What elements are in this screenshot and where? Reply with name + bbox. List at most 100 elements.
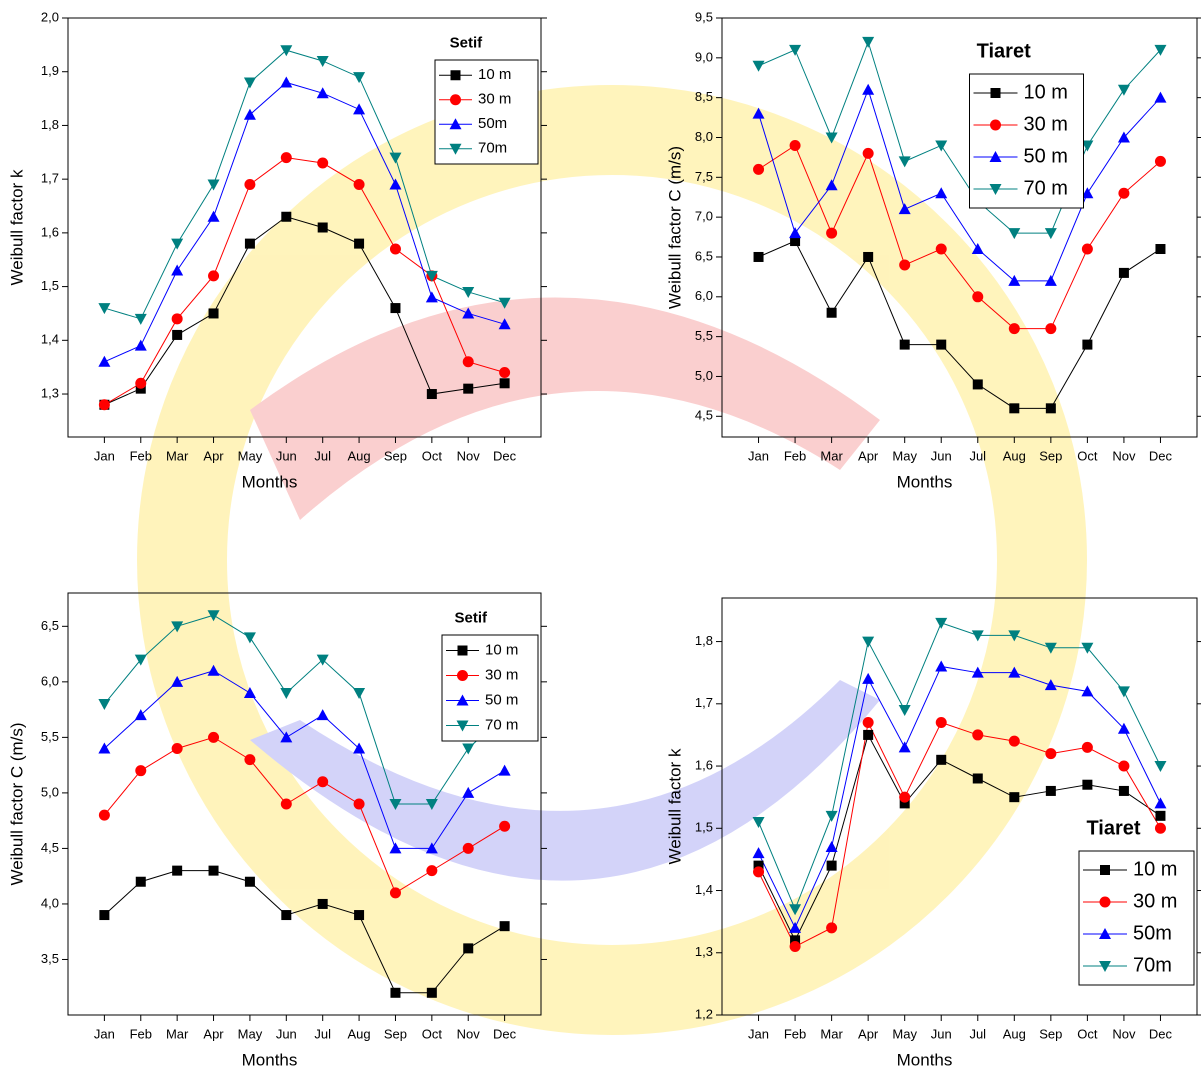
marker-square — [318, 899, 328, 909]
marker-square — [354, 910, 364, 920]
marker-circle — [863, 717, 874, 728]
marker-square — [451, 70, 461, 80]
legend-label: 70m — [1133, 954, 1172, 976]
marker-triangle-down — [244, 77, 256, 88]
marker-circle — [390, 887, 401, 898]
marker-triangle-down — [98, 303, 110, 314]
marker-circle — [899, 792, 910, 803]
marker-square — [209, 308, 219, 318]
x-tick-label: Oct — [1077, 1026, 1098, 1041]
x-tick-label: Oct — [422, 1026, 443, 1041]
marker-triangle-up — [899, 741, 911, 752]
marker-triangle-up — [280, 76, 292, 87]
x-tick-label: Nov — [1112, 1026, 1136, 1041]
marker-triangle-up — [753, 847, 765, 858]
marker-square — [427, 389, 437, 399]
marker-circle — [899, 259, 910, 270]
marker-triangle-up — [208, 211, 220, 222]
marker-triangle-down — [753, 61, 765, 72]
marker-square — [973, 773, 983, 783]
x-tick-label: Jan — [94, 1026, 115, 1041]
y-tick-label: 1,8 — [41, 117, 59, 132]
x-tick-label: Dec — [493, 448, 517, 463]
marker-circle — [450, 94, 461, 105]
legend-label: 70m — [478, 140, 507, 157]
marker-circle — [790, 140, 801, 151]
marker-triangle-down — [935, 140, 947, 151]
marker-circle — [499, 821, 510, 832]
marker-triangle-down — [899, 156, 911, 167]
marker-circle — [208, 270, 219, 281]
marker-triangle-down — [135, 314, 147, 325]
marker-triangle-down — [862, 37, 874, 48]
x-tick-label: Feb — [784, 448, 806, 463]
marker-square — [1119, 786, 1129, 796]
marker-square — [209, 866, 219, 876]
marker-triangle-down — [208, 180, 220, 191]
marker-triangle-up — [353, 103, 365, 114]
marker-square — [900, 340, 910, 350]
y-tick-label: 7,5 — [695, 169, 713, 184]
y-axis-title: Weibull factor k — [665, 748, 684, 864]
marker-circle — [826, 922, 837, 933]
x-tick-label: May — [238, 1026, 263, 1041]
legend: Tiaret10 m30 m50m70m — [1079, 817, 1194, 985]
marker-square — [1009, 403, 1019, 413]
x-tick-label: Sep — [1039, 1026, 1062, 1041]
marker-circle — [1118, 188, 1129, 199]
y-tick-label: 6,0 — [41, 673, 59, 688]
marker-square — [863, 730, 873, 740]
x-tick-label: Sep — [384, 448, 407, 463]
marker-square — [463, 384, 473, 394]
x-tick-label: Mar — [820, 1026, 843, 1041]
x-tick-label: May — [892, 1026, 917, 1041]
marker-triangle-up — [499, 765, 511, 776]
marker-circle — [972, 729, 983, 740]
marker-circle — [172, 743, 183, 754]
marker-circle — [208, 732, 219, 743]
marker-circle — [1118, 761, 1129, 772]
y-tick-label: 9,0 — [695, 49, 713, 64]
marker-circle — [1009, 323, 1020, 334]
legend-label: 50m — [478, 115, 507, 132]
marker-circle — [463, 843, 474, 854]
marker-square — [973, 379, 983, 389]
y-tick-label: 6,5 — [41, 618, 59, 633]
marker-circle — [99, 810, 110, 821]
x-tick-label: Oct — [1077, 448, 1098, 463]
legend-label: 70 m — [485, 716, 518, 733]
legend-label: 30 m — [478, 91, 511, 108]
marker-triangle-down — [317, 56, 329, 67]
marker-circle — [753, 164, 764, 175]
marker-triangle-up — [935, 187, 947, 198]
x-tick-label: Aug — [1003, 448, 1026, 463]
marker-triangle-down — [826, 811, 838, 822]
marker-circle — [457, 670, 468, 681]
legend-label: 50 m — [485, 691, 518, 708]
marker-square — [1046, 786, 1056, 796]
x-tick-label: Jul — [969, 448, 986, 463]
marker-square — [99, 910, 109, 920]
legend-title: Tiaret — [977, 40, 1031, 62]
marker-square — [427, 988, 437, 998]
x-tick-label: Mar — [166, 1026, 189, 1041]
marker-square — [936, 755, 946, 765]
x-tick-label: Dec — [1149, 1026, 1173, 1041]
y-tick-label: 1,6 — [695, 757, 713, 772]
legend-label: 30 m — [1133, 890, 1177, 912]
marker-triangle-up — [426, 291, 438, 302]
marker-circle — [863, 148, 874, 159]
x-tick-label: May — [892, 448, 917, 463]
marker-circle — [426, 865, 437, 876]
marker-circle — [1045, 323, 1056, 334]
legend-label: 10 m — [478, 66, 511, 83]
x-tick-label: Apr — [858, 448, 879, 463]
marker-triangle-down — [753, 817, 765, 828]
marker-square — [390, 303, 400, 313]
y-tick-label: 1,7 — [695, 695, 713, 710]
marker-triangle-up — [789, 227, 801, 238]
marker-square — [463, 943, 473, 953]
marker-square — [936, 340, 946, 350]
marker-triangle-down — [280, 688, 292, 699]
legend-label: 10 m — [485, 641, 518, 658]
